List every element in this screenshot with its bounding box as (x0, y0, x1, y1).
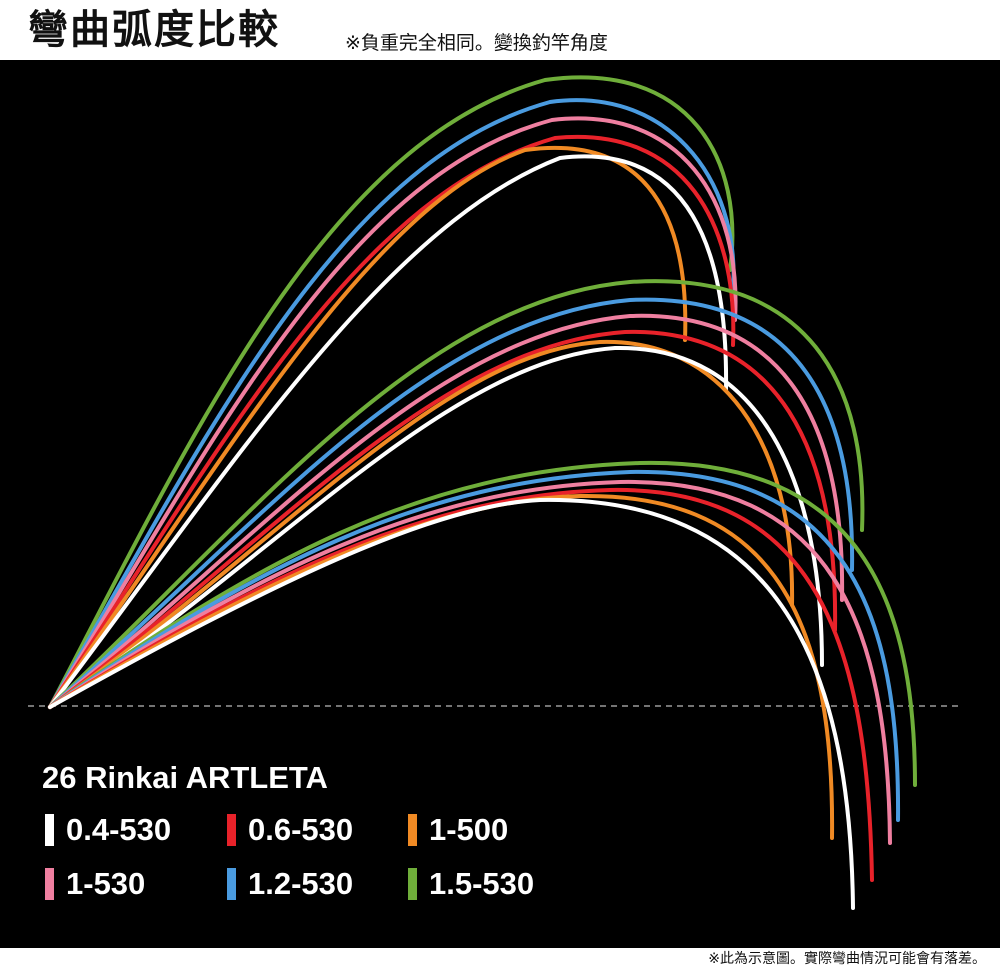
legend-swatch (227, 814, 236, 846)
legend-label: 0.4-530 (66, 812, 172, 847)
curve-high-1-2-530 (48, 98, 736, 709)
curve-low-0-4-530 (48, 497, 855, 910)
page-title: 彎曲弧度比較 (28, 7, 280, 53)
legend-swatch (45, 868, 54, 900)
legend-swatch (227, 868, 236, 900)
legend-swatch (45, 814, 54, 846)
legend-swatch (408, 868, 417, 900)
high-angle-group (48, 75, 738, 709)
header: 彎曲弧度比較 ※負重完全相同。變換釣竿角度 (0, 0, 1000, 60)
legend-swatch (408, 814, 417, 846)
curve-high-1-5-530 (48, 75, 735, 709)
page-subtitle: ※負重完全相同。變換釣竿角度 (345, 32, 608, 54)
footnote: ※此為示意圖。實際彎曲情況可能會有落差。 (708, 951, 986, 967)
curve-low-1-500 (48, 493, 835, 840)
legend-item-0-4-530: 0.4-530 (45, 812, 171, 848)
legend-item-1-500: 1-500 (408, 812, 508, 848)
legend-item-1-2-530: 1.2-530 (227, 866, 353, 902)
curve-low-0-6-530 (48, 487, 874, 882)
curve-mid-0-6-530 (48, 329, 838, 709)
curve-high-0-4-530 (48, 154, 729, 709)
curve-mid-1-530 (48, 313, 845, 709)
legend-label: 1-530 (66, 866, 146, 901)
curve-mid-1-5-530 (48, 279, 865, 709)
curve-high-1-530 (48, 116, 738, 709)
legend-item-1-5-530: 1.5-530 (408, 866, 534, 902)
low-angle-group (48, 460, 917, 910)
legend-label: 1.2-530 (248, 866, 354, 901)
curve-mid-0-4-530 (48, 345, 824, 709)
curve-low-1-5-530 (48, 460, 917, 787)
curve-mid-1-2-530 (48, 297, 855, 709)
legend-label: 0.6-530 (248, 812, 354, 847)
legend-item-0-6-530: 0.6-530 (227, 812, 353, 848)
legend-item-1-530: 1-530 (45, 866, 145, 902)
legend-label: 1-500 (429, 812, 509, 847)
curve-high-1-500 (48, 145, 688, 709)
curve-low-1-530 (48, 479, 892, 845)
curve-low-1-2-530 (48, 469, 901, 822)
legend-label: 1.5-530 (429, 866, 535, 901)
curve-mid-1-500 (48, 339, 795, 709)
footer: ※此為示意圖。實際彎曲情況可能會有落差。 (0, 948, 1000, 970)
legend-title: 26 Rinkai ARTLETA (42, 760, 328, 795)
mid-angle-group (48, 279, 865, 709)
